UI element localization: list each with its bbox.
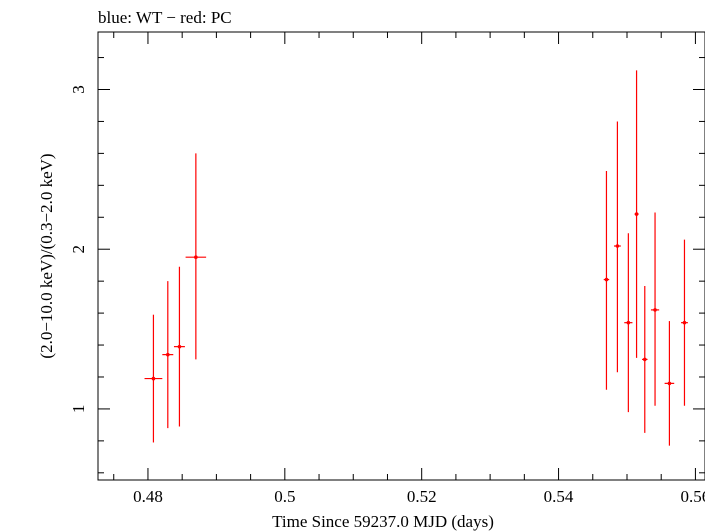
data-point (664, 321, 675, 446)
plot-frame (97, 31, 705, 481)
data-point (603, 170, 610, 390)
point-marker (151, 376, 156, 381)
data-point (173, 266, 185, 427)
data-point (144, 314, 163, 443)
point-marker (177, 344, 182, 349)
x-tick-label: 0.48 (133, 487, 163, 506)
point-marker (682, 320, 687, 325)
x-tick-label: 0.54 (544, 487, 574, 506)
data-points (144, 70, 688, 446)
data-point (681, 239, 688, 406)
data-point (650, 212, 660, 406)
point-marker (615, 244, 620, 248)
y-tick-label: 1 (69, 405, 88, 414)
data-point (613, 121, 621, 373)
y-axis-label: (2.0−10.0 keV)/(0.3−2.0 keV) (37, 153, 56, 358)
x-tick-label: 0.5 (274, 487, 295, 506)
point-marker (194, 255, 198, 259)
chart-title: blue: WT − red: PC (98, 8, 232, 27)
data-point (634, 70, 639, 358)
y-axis: 1 2 3 (69, 57, 705, 474)
data-point (624, 233, 633, 413)
y-tick-label: 3 (69, 85, 88, 94)
point-marker (166, 352, 170, 357)
data-point (642, 285, 648, 433)
y-tick-label: 2 (69, 245, 88, 254)
x-tick-label: 0.56 (681, 487, 705, 506)
data-point (162, 281, 174, 429)
point-marker (604, 277, 609, 282)
x-axis-label: Time Since 59237.0 MJD (days) (272, 512, 494, 531)
x-axis: 0.48 0.5 0.52 0.54 0.56 (113, 32, 705, 506)
data-point (185, 153, 207, 360)
point-marker (653, 308, 657, 312)
point-marker (642, 357, 647, 362)
point-marker (667, 381, 672, 386)
point-marker (634, 212, 639, 216)
point-marker (626, 320, 631, 325)
x-tick-label: 0.52 (407, 487, 437, 506)
